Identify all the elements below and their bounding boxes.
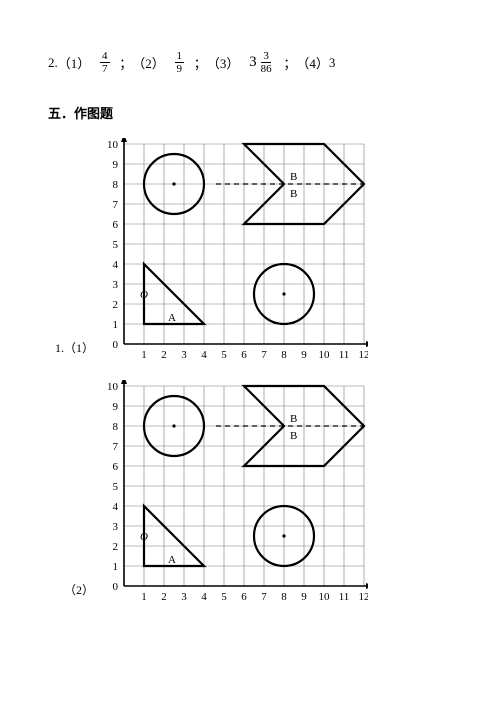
part-2-value: 1 9 [175,50,185,75]
svg-text:10: 10 [319,591,331,603]
part-1-value: 4 7 [100,50,110,75]
figure-1: 1.（1） 012345678910123456789101112AOBB [48,138,452,364]
part-2-label: （2） [132,53,165,72]
figure-1-label: 1.（1） [48,339,94,364]
part-4-label: （4） [296,53,329,72]
svg-text:11: 11 [339,591,350,603]
svg-text:7: 7 [261,349,267,361]
part-3-label: （3） [207,53,240,72]
svg-text:O: O [140,531,148,543]
svg-text:B: B [290,188,297,200]
svg-text:4: 4 [201,591,207,603]
grid-figure-1: 012345678910123456789101112AOBB [102,138,368,364]
svg-text:3: 3 [181,591,187,603]
svg-text:2: 2 [161,591,167,603]
svg-text:9: 9 [113,401,119,413]
svg-text:3: 3 [113,521,119,533]
svg-text:2: 2 [113,299,119,311]
svg-text:1: 1 [141,349,147,361]
svg-text:10: 10 [107,139,119,151]
svg-text:12: 12 [359,349,369,361]
svg-text:6: 6 [113,461,119,473]
svg-text:9: 9 [301,349,307,361]
svg-text:5: 5 [113,239,119,251]
svg-text:1: 1 [141,591,147,603]
sep-1: ； [119,53,132,72]
svg-text:8: 8 [281,591,287,603]
svg-text:2: 2 [113,541,119,553]
answers-line: 2. （1） 4 7 ； （2） 1 9 ； （3） 3 3 86 ； [48,50,452,75]
svg-text:1: 1 [113,319,119,331]
svg-text:7: 7 [113,441,119,453]
svg-text:7: 7 [113,199,119,211]
svg-text:4: 4 [201,349,207,361]
part-3-value: 3 3 86 [249,50,274,75]
svg-text:4: 4 [113,501,119,513]
svg-text:4: 4 [113,259,119,271]
svg-text:B: B [290,413,297,425]
grid-figure-2: 012345678910123456789101112AOBB [102,380,368,606]
svg-text:11: 11 [339,349,350,361]
svg-text:10: 10 [107,381,119,393]
sep-3: ； [283,53,296,72]
svg-text:9: 9 [113,159,119,171]
svg-text:5: 5 [221,591,227,603]
svg-text:5: 5 [221,349,227,361]
svg-text:0: 0 [113,581,119,593]
svg-text:1: 1 [113,561,119,573]
figure-2-label: （2） [48,581,94,606]
svg-text:10: 10 [319,349,331,361]
svg-text:6: 6 [241,591,247,603]
svg-text:0: 0 [113,339,119,351]
svg-text:3: 3 [181,349,187,361]
figure-2: （2） 012345678910123456789101112AOBB [48,380,452,606]
svg-text:B: B [290,171,297,183]
sep-2: ； [194,53,207,72]
part-1-label: （1） [58,53,91,72]
section-heading: 五．作图题 [48,103,452,122]
svg-text:O: O [140,289,148,301]
svg-text:3: 3 [113,279,119,291]
svg-text:8: 8 [113,421,119,433]
svg-text:8: 8 [281,349,287,361]
svg-text:A: A [168,554,176,566]
svg-text:6: 6 [113,219,119,231]
svg-text:5: 5 [113,481,119,493]
svg-text:B: B [290,430,297,442]
svg-text:2: 2 [161,349,167,361]
svg-text:A: A [168,312,176,324]
svg-text:6: 6 [241,349,247,361]
svg-text:12: 12 [359,591,369,603]
svg-text:9: 9 [301,591,307,603]
svg-text:8: 8 [113,179,119,191]
part-4-value: 3 [329,55,336,71]
answers-prefix: 2. [48,55,58,71]
svg-text:7: 7 [261,591,267,603]
